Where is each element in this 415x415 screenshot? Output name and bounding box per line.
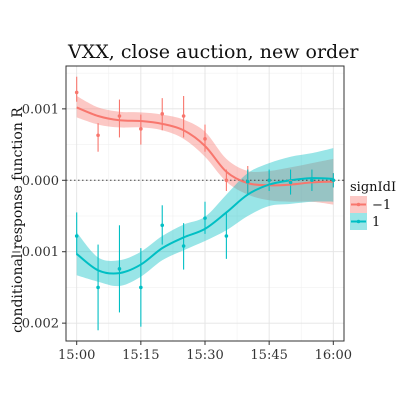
legend-label: 1 (372, 215, 380, 230)
legend-title: signIdI (350, 180, 396, 195)
data-point (117, 267, 122, 271)
data-points (74, 90, 336, 290)
legend-item: 1 (350, 213, 380, 230)
data-point (224, 178, 229, 183)
y-axis-ticks: 0.001 0.000 −0.001 −0.002 (11, 102, 66, 332)
data-point (181, 244, 186, 248)
x-tick-label: 16:00 (315, 348, 352, 363)
data-point (139, 127, 143, 131)
data-point (245, 179, 250, 184)
x-axis-ticks: 15:00 15:15 15:30 15:45 16:00 (58, 341, 352, 363)
y-tick-label: −0.002 (11, 317, 59, 332)
data-point (203, 137, 207, 141)
data-point (74, 90, 79, 95)
data-point (74, 234, 79, 238)
data-point (139, 285, 143, 290)
y-tick-label: 0.001 (22, 102, 59, 117)
data-point (96, 285, 100, 290)
data-point (267, 178, 271, 183)
legend-label: −1 (372, 198, 391, 213)
data-point (310, 178, 314, 183)
data-point (331, 178, 336, 183)
x-tick-label: 15:45 (250, 348, 287, 363)
chart-title: VXX, close auction, new order (67, 41, 359, 63)
data-point (160, 223, 165, 228)
x-tick-label: 15:15 (122, 348, 159, 363)
x-tick-label: 15:30 (186, 348, 223, 363)
legend-entries: −11 (350, 196, 391, 230)
data-point (224, 234, 229, 238)
y-tick-label: 0.000 (22, 174, 59, 189)
legend-key-point (356, 219, 361, 224)
legend: signIdI −11 (350, 180, 396, 230)
data-point (117, 114, 122, 118)
data-point (288, 180, 293, 185)
data-point (181, 114, 186, 118)
legend-key-point (356, 202, 361, 207)
data-point (160, 112, 165, 116)
legend-item: −1 (350, 196, 391, 213)
y-axis-label: conditional response function R (10, 107, 26, 333)
data-point (203, 216, 207, 220)
smooth-line (76, 106, 334, 187)
x-tick-label: 15:00 (58, 348, 95, 363)
data-point (96, 133, 100, 138)
y-tick-label: −0.001 (11, 245, 59, 260)
